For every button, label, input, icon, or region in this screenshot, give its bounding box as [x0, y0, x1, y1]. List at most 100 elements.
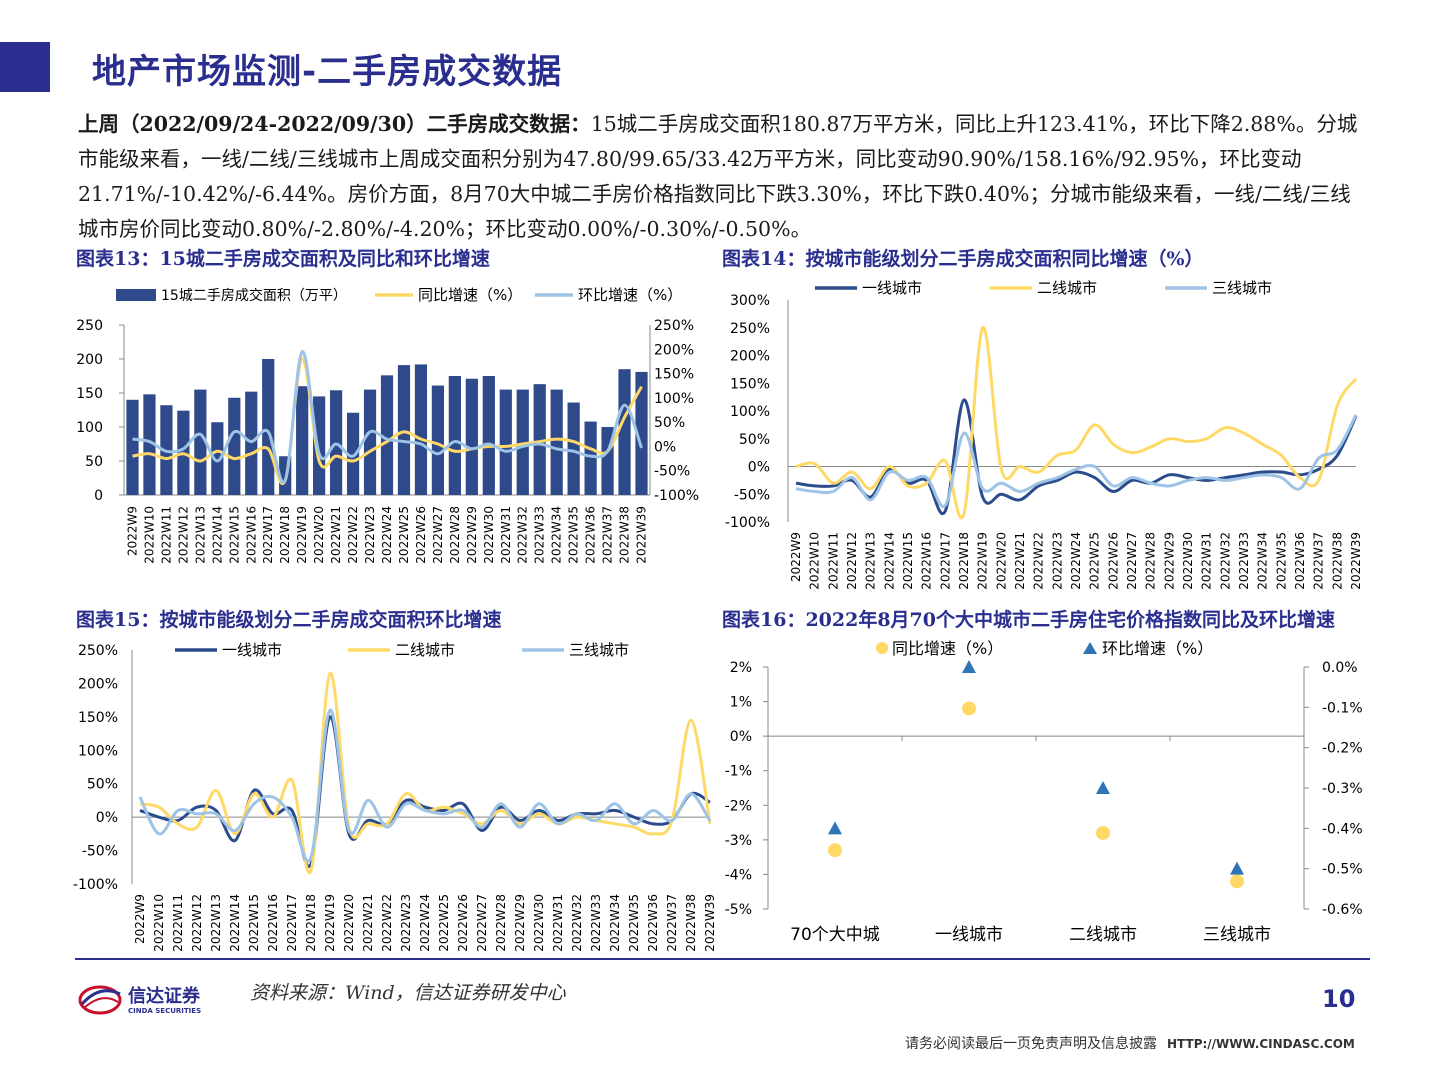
x-tick-label: 2022W19 — [976, 532, 990, 590]
x-tick-label: 2022W14 — [882, 532, 896, 590]
bar — [431, 385, 445, 495]
x-tick-label: 70个大中城 — [790, 925, 880, 945]
x-tick-label: 2022W13 — [209, 894, 223, 952]
x-tick-label: 2022W12 — [176, 506, 190, 564]
y2-tick-label: -0.3% — [1322, 781, 1363, 797]
x-tick-label: 2022W39 — [1349, 532, 1363, 590]
y-tick-label: 200 — [76, 352, 103, 368]
y-tick-label: -5% — [725, 902, 752, 918]
logo-text-en: CINDA SECURITIES — [128, 1007, 201, 1015]
fig14-chart: -100% -50% 0% 50% 100% 150% 200% 250% 300% 2022W9… — [725, 279, 1363, 590]
x-tick-label: 2022W9 — [125, 506, 139, 556]
x-tick-label: 2022W35 — [627, 894, 641, 952]
mom-point — [1096, 781, 1110, 794]
x-tick-label: 2022W38 — [684, 894, 698, 952]
x-tick-label: 2022W28 — [494, 894, 508, 952]
x-tick-label: 2022W16 — [244, 506, 258, 564]
website-link[interactable]: HTTP://WWW.CINDASC.COM — [1167, 1037, 1355, 1051]
x-tick-label: 2022W25 — [437, 894, 451, 952]
summary-text: 15城二手房成交面积180.87万平方米，同比上升123.41%，环比下降2.8… — [78, 112, 1358, 241]
x-tick-label: 2022W33 — [589, 894, 603, 952]
y2-tick-label: -50% — [654, 464, 690, 480]
x-tick-label: 2022W10 — [808, 532, 822, 590]
series-line — [139, 715, 711, 868]
y-tick-label: -3% — [725, 833, 752, 849]
x-tick-label: 2022W9 — [789, 532, 803, 582]
x-tick-label: 2022W24 — [1069, 532, 1083, 590]
y-tick-label: 1% — [730, 695, 752, 711]
x-tick-label: 2022W36 — [584, 506, 598, 564]
x-tick-label: 2022W20 — [342, 894, 356, 952]
legend-label: 三线城市 — [1212, 279, 1272, 297]
y2-tick-label: 200% — [654, 342, 694, 358]
legend-swatch — [876, 642, 888, 654]
x-tick-label: 2022W31 — [499, 506, 513, 564]
y-tick-label: 50% — [87, 777, 118, 793]
y2-tick-label: -0.1% — [1322, 700, 1363, 716]
y-tick-label: -50% — [82, 844, 118, 860]
disclaimer-text: 请务必阅读最后一页免责声明及信息披露 — [905, 1036, 1157, 1052]
x-tick-label: 2022W18 — [304, 894, 318, 952]
y2-tick-label: 50% — [654, 415, 685, 431]
series-line — [139, 671, 712, 875]
x-tick-label: 2022W34 — [608, 894, 622, 952]
summary-lead: 上周（2022/09/24-2022/09/30）二手房成交数据： — [78, 112, 591, 136]
x-tick-label: 2022W29 — [465, 506, 479, 564]
legend-label: 15城二手房成交面积（万平） — [161, 287, 347, 304]
bar — [499, 389, 512, 495]
x-tick-label: 2022W33 — [1237, 532, 1251, 590]
y-tick-label: 150 — [76, 386, 103, 402]
fig15-chart: -100% -50% 0% 50% 100% 150% 200% 250% 2022W9 2022… — [73, 641, 717, 952]
page-title: 地产市场监测-二手房成交数据 — [92, 52, 563, 92]
x-tick-label: 2022W22 — [380, 894, 394, 952]
bar — [211, 422, 224, 495]
x-tick-label: 2022W17 — [938, 532, 952, 590]
y2-tick-label: -0.4% — [1322, 821, 1363, 837]
x-tick-label: 2022W21 — [329, 506, 343, 564]
mom-point — [1230, 861, 1244, 875]
series-line — [795, 326, 1358, 520]
series-line — [138, 708, 712, 863]
x-tick-label: 2022W23 — [1050, 532, 1064, 590]
x-tick-label: 2022W9 — [133, 894, 147, 944]
x-tick-label: 2022W36 — [1293, 532, 1307, 590]
y-tick-label: 200% — [78, 676, 118, 692]
legend-label: 二线城市 — [1037, 279, 1097, 297]
y-tick-label: 50 — [85, 454, 103, 470]
series-line — [132, 357, 643, 485]
x-tick-label: 2022W26 — [414, 506, 428, 564]
yoy-point — [962, 701, 976, 716]
bar — [635, 371, 648, 495]
bar — [194, 389, 207, 495]
disclaimer: 请务必阅读最后一页免责声明及信息披露 HTTP://WWW.CINDASC.COM — [905, 1033, 1355, 1053]
logo-text-cn: 信达证券 — [128, 985, 201, 1007]
x-tick-label: 2022W28 — [1144, 532, 1158, 590]
x-tick-label: 2022W34 — [1256, 532, 1270, 590]
y-tick-label: -2% — [725, 798, 752, 814]
x-tick-label: 2022W19 — [323, 894, 337, 952]
x-tick-label: 2022W28 — [448, 506, 462, 564]
legend-swatch — [116, 289, 156, 301]
x-tick-label: 2022W15 — [247, 894, 261, 952]
bar — [296, 386, 309, 495]
y2-tick-label: 0% — [654, 439, 676, 455]
y-tick-label: 2% — [730, 660, 752, 676]
x-tick-label: 2022W21 — [361, 894, 375, 952]
title-accent-bar — [0, 42, 50, 92]
x-tick-label: 2022W32 — [516, 506, 530, 564]
bar — [397, 365, 411, 495]
x-tick-label: 2022W12 — [845, 532, 859, 590]
x-tick-label: 2022W10 — [142, 506, 156, 564]
y-tick-label: -100% — [725, 515, 770, 531]
mom-point — [828, 821, 842, 835]
x-tick-label: 2022W14 — [228, 894, 242, 952]
bar — [618, 369, 631, 495]
y-tick-label: 150% — [730, 376, 770, 392]
legend-label: 环比增速（%） — [1102, 639, 1213, 658]
x-tick-label: 2022W37 — [601, 506, 615, 564]
bar — [584, 421, 597, 495]
y-tick-label: 100% — [730, 404, 770, 420]
y-tick-label: 50% — [739, 432, 770, 448]
x-tick-label: 2022W10 — [152, 894, 166, 952]
x-tick-label: 2022W11 — [159, 506, 173, 564]
